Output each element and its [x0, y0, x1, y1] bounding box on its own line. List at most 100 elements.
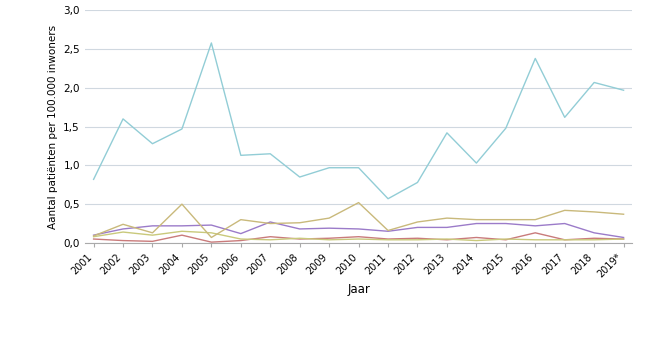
5-19 yrs [296, 237, 304, 241]
40-64 yrs [237, 231, 244, 236]
65+ yrs [325, 216, 333, 220]
Line: 20-39 yrs: 20-39 yrs [94, 231, 623, 240]
20-39 yrs [178, 229, 186, 233]
40-64 yrs [473, 221, 481, 226]
20-39 yrs [413, 238, 421, 242]
20-39 yrs [207, 231, 215, 235]
40-64 yrs [443, 225, 451, 229]
20-39 yrs [90, 235, 98, 239]
65+ yrs [90, 234, 98, 238]
20-39 yrs [237, 237, 244, 241]
40-64 yrs [296, 227, 304, 231]
65+ yrs [207, 235, 215, 239]
Line: <5 yrs: <5 yrs [94, 43, 623, 199]
5-19 yrs [502, 238, 510, 242]
Y-axis label: Aantal patiënten per 100.000 inwoners: Aantal patiënten per 100.000 inwoners [48, 25, 58, 229]
65+ yrs [296, 221, 304, 225]
40-64 yrs [531, 224, 539, 228]
<5 yrs [90, 177, 98, 181]
40-64 yrs [178, 224, 186, 228]
<5 yrs [473, 161, 481, 165]
5-19 yrs [237, 238, 244, 243]
20-39 yrs [296, 236, 304, 240]
<5 yrs [119, 117, 127, 121]
5-19 yrs [531, 231, 539, 235]
<5 yrs [296, 175, 304, 179]
Line: 5-19 yrs: 5-19 yrs [94, 233, 623, 242]
X-axis label: Jaar: Jaar [347, 282, 370, 296]
40-64 yrs [561, 221, 569, 226]
<5 yrs [413, 180, 421, 185]
65+ yrs [178, 202, 186, 206]
20-39 yrs [355, 237, 363, 241]
<5 yrs [590, 81, 598, 85]
20-39 yrs [590, 238, 598, 242]
5-19 yrs [561, 238, 569, 242]
5-19 yrs [119, 238, 127, 243]
20-39 yrs [473, 238, 481, 243]
40-64 yrs [355, 227, 363, 231]
20-39 yrs [149, 233, 156, 237]
20-39 yrs [443, 237, 451, 241]
20-39 yrs [561, 238, 569, 242]
<5 yrs [561, 115, 569, 119]
5-19 yrs [413, 236, 421, 240]
65+ yrs [237, 218, 244, 222]
40-64 yrs [619, 235, 627, 239]
40-64 yrs [502, 221, 510, 226]
5-19 yrs [443, 238, 451, 242]
65+ yrs [619, 212, 627, 216]
<5 yrs [325, 166, 333, 170]
40-64 yrs [90, 233, 98, 237]
65+ yrs [149, 231, 156, 235]
65+ yrs [267, 221, 274, 226]
65+ yrs [355, 201, 363, 205]
<5 yrs [355, 166, 363, 170]
5-19 yrs [267, 235, 274, 239]
65+ yrs [531, 218, 539, 222]
<5 yrs [178, 127, 186, 131]
5-19 yrs [590, 236, 598, 240]
40-64 yrs [384, 229, 392, 233]
5-19 yrs [178, 233, 186, 237]
40-64 yrs [207, 223, 215, 227]
<5 yrs [443, 131, 451, 135]
20-39 yrs [502, 237, 510, 241]
5-19 yrs [473, 235, 481, 239]
Legend: <5 yrs, 5-19 yrs, 20-39 yrs, 40-64 yrs, 65+ yrs: <5 yrs, 5-19 yrs, 20-39 yrs, 40-64 yrs, … [168, 346, 550, 347]
<5 yrs [149, 142, 156, 146]
20-39 yrs [384, 238, 392, 242]
40-64 yrs [149, 224, 156, 228]
65+ yrs [384, 228, 392, 232]
Line: 40-64 yrs: 40-64 yrs [94, 222, 623, 237]
5-19 yrs [207, 240, 215, 244]
5-19 yrs [355, 235, 363, 239]
65+ yrs [443, 216, 451, 220]
5-19 yrs [149, 239, 156, 244]
<5 yrs [207, 41, 215, 45]
40-64 yrs [590, 231, 598, 235]
65+ yrs [502, 218, 510, 222]
<5 yrs [237, 153, 244, 158]
40-64 yrs [267, 220, 274, 224]
<5 yrs [384, 197, 392, 201]
20-39 yrs [619, 237, 627, 241]
<5 yrs [531, 56, 539, 60]
5-19 yrs [90, 237, 98, 241]
65+ yrs [590, 210, 598, 214]
40-64 yrs [413, 225, 421, 229]
20-39 yrs [267, 238, 274, 242]
65+ yrs [473, 218, 481, 222]
40-64 yrs [325, 226, 333, 230]
20-39 yrs [325, 238, 333, 242]
Line: 65+ yrs: 65+ yrs [94, 203, 623, 237]
5-19 yrs [384, 237, 392, 241]
20-39 yrs [119, 230, 127, 234]
<5 yrs [502, 126, 510, 130]
5-19 yrs [619, 237, 627, 241]
65+ yrs [119, 222, 127, 226]
65+ yrs [413, 220, 421, 224]
<5 yrs [267, 152, 274, 156]
65+ yrs [561, 208, 569, 212]
40-64 yrs [119, 227, 127, 231]
